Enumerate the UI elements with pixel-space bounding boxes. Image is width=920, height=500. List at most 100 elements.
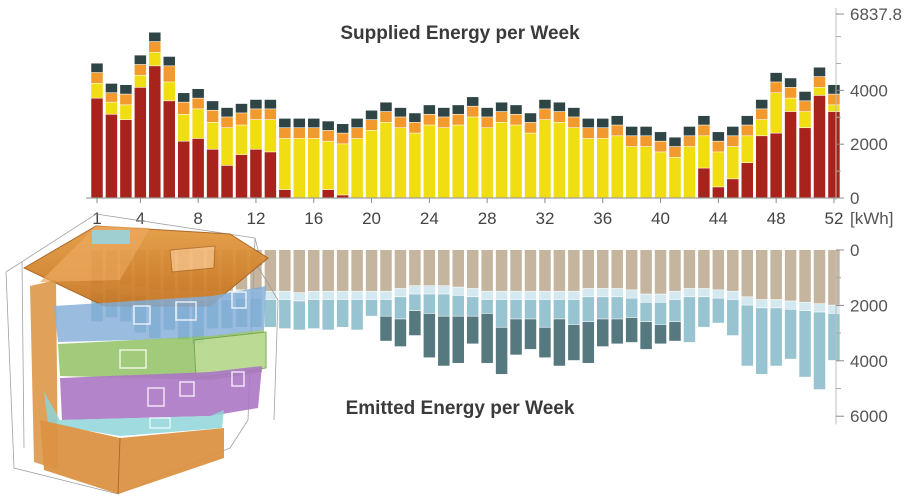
- emitted-bar-week-47-segment-3: [755, 308, 768, 375]
- supplied-bar-week-22-segment-4: [394, 107, 407, 117]
- supplied-bar-week-28-segment-3: [481, 117, 493, 128]
- supplied-bar-week-39-segment-4: [640, 126, 652, 136]
- emitted-bar-week-42-segment-3: [683, 297, 696, 343]
- supplied-bar-week-45-segment-3: [727, 136, 739, 147]
- supplied-bar-week-50-segment-4: [799, 91, 811, 101]
- supplied-bar-week-2-segment-4: [105, 83, 118, 93]
- supplied-bar-week-11-segment-3: [235, 113, 248, 125]
- supplied-bar-week-34-segment-4: [568, 107, 580, 117]
- emitted-bar-week-22-segment-3: [394, 297, 407, 319]
- supplied-bar-week-47-segment-3: [755, 109, 768, 120]
- emitted-bar-week-21-segment-1: [380, 250, 392, 291]
- emitted-bar-week-40-segment-2: [654, 294, 667, 303]
- supplied-bar-week-21-segment-3: [380, 111, 392, 123]
- emitted-bar-week-41-segment-4: [669, 322, 681, 341]
- supplied-bar-week-10-segment-1: [221, 165, 233, 198]
- supplied-bar-week-5-segment-4: [149, 32, 161, 42]
- emitted-bar-week-39-segment-1: [640, 250, 652, 294]
- supplied-bar-week-32-segment-3: [539, 109, 551, 120]
- supplied-bar-week-8-segment-1: [192, 138, 204, 198]
- emitted-bar-week-38-segment-4: [625, 317, 638, 343]
- emitted-bar-week-21-segment-4: [380, 316, 392, 341]
- supplied-bar-week-31-segment-2: [524, 133, 537, 198]
- x-tick-label: 44: [709, 209, 728, 228]
- supplied-bar-week-46-segment-1: [741, 163, 753, 198]
- supplied-bar-week-21-segment-4: [380, 102, 392, 112]
- emitted-bar-week-40-segment-3: [654, 302, 667, 325]
- emitted-bar-week-36-segment-2: [597, 288, 609, 297]
- supplied-bar-week-23-segment-3: [409, 122, 421, 133]
- emitted-bar-week-31-segment-2: [524, 291, 537, 300]
- supplied-bar-week-35-segment-4: [582, 118, 595, 128]
- x-tick-label: 36: [593, 209, 612, 228]
- supplied-bar-week-42-segment-4: [683, 126, 696, 136]
- emitted-bar-week-31-segment-1: [524, 250, 537, 291]
- supplied-bar-week-40-segment-3: [654, 141, 667, 152]
- emitted-bar-week-14-segment-3: [279, 299, 291, 329]
- supplied-bar-week-6-segment-1: [163, 101, 175, 198]
- supplied-bar-week-39-segment-2: [640, 146, 652, 198]
- supplied-bar-week-9-segment-3: [206, 110, 219, 123]
- supplied-bar-week-3-segment-3: [120, 94, 132, 105]
- emitted-bar-week-28-segment-2: [481, 291, 493, 300]
- supplied-bar-week-26-segment-4: [452, 105, 464, 114]
- supplied-bar-week-51-segment-2: [813, 87, 826, 96]
- supplied-bar-week-35-segment-2: [582, 138, 595, 198]
- supplied-bar-week-29-segment-3: [495, 111, 508, 123]
- supplied-bar-week-18-segment-4: [336, 124, 349, 133]
- emitted-bar-week-27-segment-4: [466, 316, 479, 344]
- supplied-bar-week-13-segment-2: [264, 119, 277, 152]
- emitted-bar-week-16-segment-2: [308, 291, 320, 300]
- emitted-bar-week-34-segment-3: [568, 299, 580, 325]
- supplied-bar-week-2-segment-2: [105, 102, 118, 114]
- x-tick-label: 28: [478, 209, 497, 228]
- supplied-bar-week-31-segment-4: [524, 113, 537, 123]
- supplied-y-tick-label: 6837.8: [850, 5, 902, 24]
- emitted-bar-week-23-segment-3: [409, 294, 421, 311]
- supplied-y-tick-label: 0: [850, 189, 859, 208]
- emitted-chart-title: Emitted Energy per Week: [346, 398, 575, 419]
- supplied-bar-week-37-segment-3: [611, 125, 623, 136]
- supplied-bar-week-46-segment-3: [741, 125, 753, 136]
- supplied-bar-week-38-segment-3: [625, 136, 638, 147]
- supplied-bar-week-42-segment-3: [683, 136, 696, 147]
- emitted-bar-week-13-segment-1: [264, 250, 277, 291]
- emitted-bar-week-45-segment-1: [727, 250, 739, 291]
- emitted-bar-week-15-segment-2: [293, 292, 306, 301]
- emitted-bar-week-52-segment-3: [828, 313, 840, 361]
- emitted-bar-week-27-segment-2: [466, 288, 479, 297]
- emitted-bar-week-44-segment-2: [712, 290, 725, 298]
- emitted-bar-week-20-segment-1: [365, 250, 378, 291]
- supplied-bar-week-30-segment-2: [510, 125, 522, 198]
- supplied-bar-week-42-segment-2: [683, 146, 696, 198]
- supplied-bar-week-15-segment-3: [293, 128, 306, 139]
- supplied-bar-week-26-segment-2: [452, 125, 464, 198]
- emitted-bar-week-34-segment-1: [568, 250, 580, 291]
- supplied-bar-week-32-segment-4: [539, 99, 551, 109]
- emitted-bar-week-33-segment-2: [553, 291, 566, 300]
- emitted-bar-week-30-segment-1: [510, 250, 522, 291]
- emitted-bar-week-24-segment-4: [423, 313, 436, 358]
- emitted-bar-week-30-segment-3: [510, 299, 522, 319]
- supplied-bar-week-1-segment-3: [91, 72, 103, 84]
- supplied-bar-week-45-segment-2: [727, 146, 739, 179]
- emitted-bar-week-34-segment-4: [568, 324, 580, 361]
- emitted-bar-week-32-segment-4: [539, 327, 551, 358]
- emitted-bar-week-49-segment-1: [784, 250, 797, 301]
- supplied-bar-week-50-segment-3: [799, 101, 811, 112]
- supplied-chart-title: Supplied Energy per Week: [340, 23, 580, 44]
- supplied-bar-week-51-segment-1: [813, 95, 826, 198]
- supplied-bar-week-19-segment-2: [351, 138, 363, 198]
- supplied-bar-week-43-segment-2: [698, 136, 710, 168]
- emitted-bar-week-26-segment-1: [452, 250, 464, 287]
- emitted-bar-week-22-segment-4: [394, 319, 407, 347]
- emitted-bar-week-26-segment-4: [452, 316, 464, 363]
- emitted-bar-week-22-segment-2: [394, 288, 407, 297]
- supplied-bar-week-11-segment-2: [235, 125, 248, 155]
- supplied-bar-week-17-segment-3: [322, 130, 334, 141]
- supplied-bar-week-28-segment-2: [481, 128, 493, 198]
- supplied-bar-week-7-segment-3: [177, 102, 190, 114]
- supplied-bar-week-46-segment-4: [741, 115, 753, 125]
- supplied-bar-week-30-segment-4: [510, 105, 522, 114]
